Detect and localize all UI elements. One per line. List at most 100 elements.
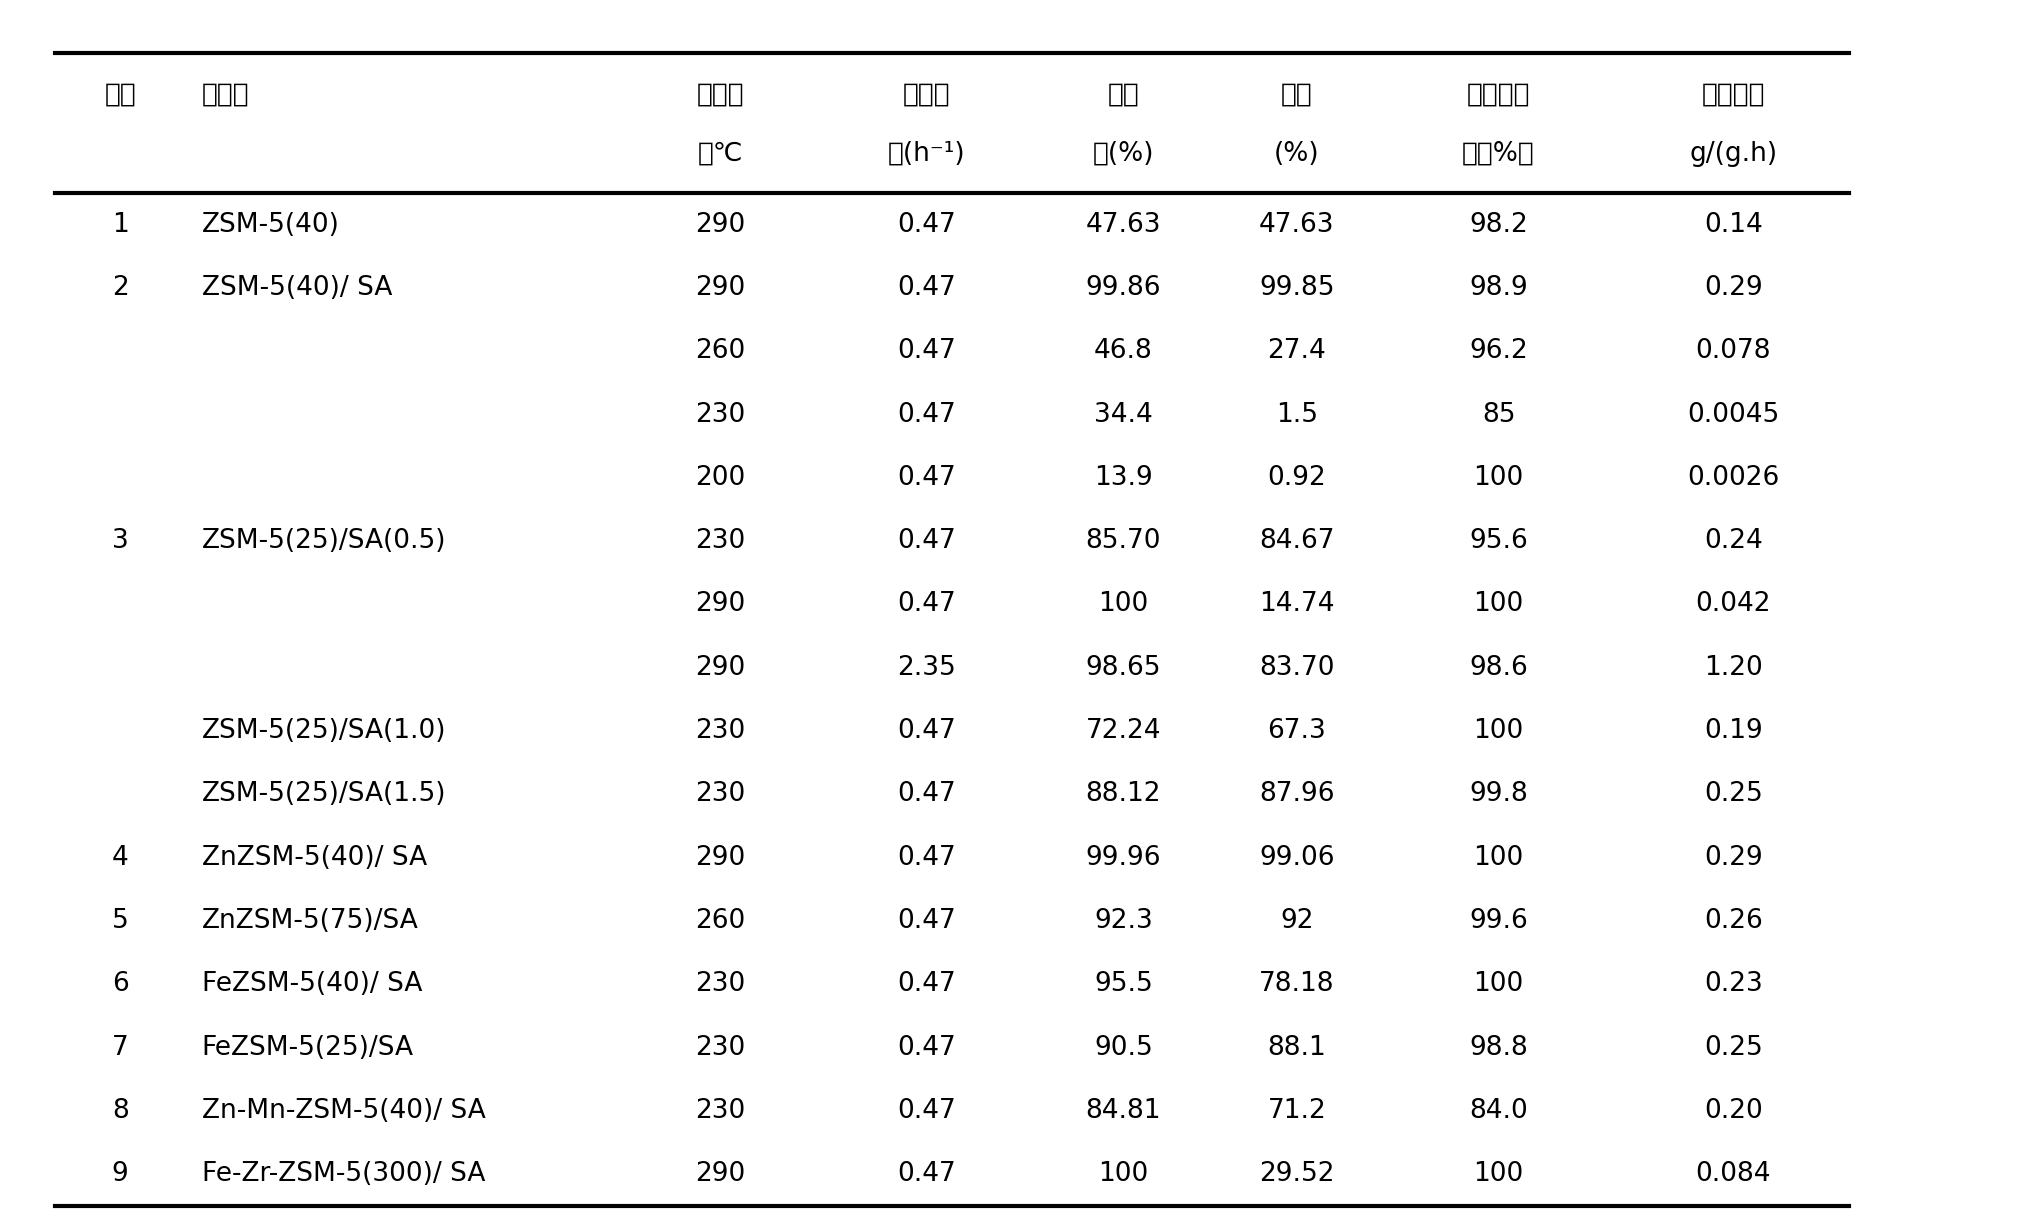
Text: 14.74: 14.74 [1260, 591, 1334, 618]
Text: 260: 260 [695, 908, 745, 934]
Text: ZSM-5(40)/ SA: ZSM-5(40)/ SA [202, 275, 393, 300]
Text: 290: 290 [695, 212, 745, 238]
Text: 92: 92 [1280, 908, 1314, 934]
Text: 0.23: 0.23 [1705, 971, 1764, 998]
Text: 0.29: 0.29 [1705, 275, 1764, 300]
Text: 度℃: 度℃ [697, 141, 743, 167]
Text: 99.8: 99.8 [1470, 781, 1529, 808]
Text: 0.47: 0.47 [897, 591, 956, 618]
Text: 转化: 转化 [1108, 82, 1140, 108]
Text: 率(%): 率(%) [1094, 141, 1154, 167]
Text: 290: 290 [695, 275, 745, 300]
Text: 99.6: 99.6 [1470, 908, 1529, 934]
Text: 98.8: 98.8 [1470, 1035, 1529, 1060]
Text: 0.0045: 0.0045 [1687, 402, 1780, 428]
Text: 0.47: 0.47 [897, 1035, 956, 1060]
Text: 0.20: 0.20 [1705, 1098, 1764, 1124]
Text: 0.47: 0.47 [897, 781, 956, 808]
Text: FeZSM-5(25)/SA: FeZSM-5(25)/SA [202, 1035, 413, 1060]
Text: 0.47: 0.47 [897, 465, 956, 490]
Text: 100: 100 [1474, 845, 1523, 870]
Text: 100: 100 [1474, 465, 1523, 490]
Text: Fe-Zr-ZSM-5(300)/ SA: Fe-Zr-ZSM-5(300)/ SA [202, 1161, 486, 1187]
Text: 时空收率: 时空收率 [1701, 82, 1766, 108]
Text: 290: 290 [695, 1161, 745, 1187]
Text: 0.47: 0.47 [897, 908, 956, 934]
Text: 98.2: 98.2 [1470, 212, 1529, 238]
Text: 84.67: 84.67 [1260, 528, 1334, 554]
Text: ZSM-5(25)/SA(1.5): ZSM-5(25)/SA(1.5) [202, 781, 446, 808]
Text: 0.14: 0.14 [1705, 212, 1764, 238]
Text: 88.12: 88.12 [1085, 781, 1160, 808]
Text: 0.47: 0.47 [897, 845, 956, 870]
Text: 99.96: 99.96 [1085, 845, 1160, 870]
Text: 2.35: 2.35 [897, 655, 956, 680]
Text: 100: 100 [1474, 718, 1523, 744]
Text: 1: 1 [111, 212, 128, 238]
Text: 99.85: 99.85 [1260, 275, 1334, 300]
Text: 100: 100 [1474, 591, 1523, 618]
Text: 85: 85 [1482, 402, 1515, 428]
Text: 290: 290 [695, 655, 745, 680]
Text: 13.9: 13.9 [1094, 465, 1152, 490]
Text: 98.65: 98.65 [1085, 655, 1160, 680]
Text: 27.4: 27.4 [1268, 338, 1326, 364]
Text: 1.20: 1.20 [1705, 655, 1764, 680]
Text: 85.70: 85.70 [1085, 528, 1160, 554]
Text: 0.24: 0.24 [1705, 528, 1764, 554]
Text: 反应温: 反应温 [697, 82, 743, 108]
Text: 0.47: 0.47 [897, 212, 956, 238]
Text: 0.47: 0.47 [897, 718, 956, 744]
Text: 100: 100 [1474, 971, 1523, 998]
Text: 0.92: 0.92 [1268, 465, 1326, 490]
Text: 200: 200 [695, 465, 745, 490]
Text: 0.47: 0.47 [897, 402, 956, 428]
Text: 72.24: 72.24 [1085, 718, 1160, 744]
Text: 8: 8 [111, 1098, 128, 1124]
Text: 0.47: 0.47 [897, 1161, 956, 1187]
Text: 0.47: 0.47 [897, 528, 956, 554]
Text: ZnZSM-5(75)/SA: ZnZSM-5(75)/SA [202, 908, 419, 934]
Text: 290: 290 [695, 845, 745, 870]
Text: 98.9: 98.9 [1470, 275, 1529, 300]
Text: 7: 7 [111, 1035, 128, 1060]
Text: 230: 230 [695, 971, 745, 998]
Text: 5: 5 [111, 908, 128, 934]
Text: 230: 230 [695, 528, 745, 554]
Text: 230: 230 [695, 402, 745, 428]
Text: 性（%）: 性（%） [1462, 141, 1535, 167]
Text: 0.47: 0.47 [897, 275, 956, 300]
Text: 速(h⁻¹): 速(h⁻¹) [889, 141, 966, 167]
Text: 0.078: 0.078 [1695, 338, 1772, 364]
Text: 95.6: 95.6 [1470, 528, 1529, 554]
Text: 0.47: 0.47 [897, 338, 956, 364]
Text: 实例: 实例 [103, 82, 136, 108]
Text: 收率: 收率 [1282, 82, 1312, 108]
Text: 260: 260 [695, 338, 745, 364]
Text: FeZSM-5(40)/ SA: FeZSM-5(40)/ SA [202, 971, 421, 998]
Text: 99.06: 99.06 [1260, 845, 1334, 870]
Text: 4: 4 [111, 845, 128, 870]
Text: 1.5: 1.5 [1276, 402, 1318, 428]
Text: 230: 230 [695, 1035, 745, 1060]
Text: 84.0: 84.0 [1470, 1098, 1529, 1124]
Text: 0.29: 0.29 [1705, 845, 1764, 870]
Text: 0.47: 0.47 [897, 1098, 956, 1124]
Text: 29.52: 29.52 [1260, 1161, 1334, 1187]
Text: 催化剂: 催化剂 [202, 82, 249, 108]
Text: 230: 230 [695, 718, 745, 744]
Text: 230: 230 [695, 781, 745, 808]
Text: 0.25: 0.25 [1705, 1035, 1764, 1060]
Text: 2: 2 [111, 275, 128, 300]
Text: 47.63: 47.63 [1085, 212, 1160, 238]
Text: ZnZSM-5(40)/ SA: ZnZSM-5(40)/ SA [202, 845, 427, 870]
Text: 95.5: 95.5 [1094, 971, 1152, 998]
Text: 0.084: 0.084 [1695, 1161, 1772, 1187]
Text: 0.19: 0.19 [1705, 718, 1764, 744]
Text: 气相选择: 气相选择 [1466, 82, 1531, 108]
Text: 92.3: 92.3 [1094, 908, 1152, 934]
Text: 90.5: 90.5 [1094, 1035, 1152, 1060]
Text: 88.1: 88.1 [1268, 1035, 1326, 1060]
Text: 100: 100 [1098, 591, 1148, 618]
Text: 0.042: 0.042 [1695, 591, 1772, 618]
